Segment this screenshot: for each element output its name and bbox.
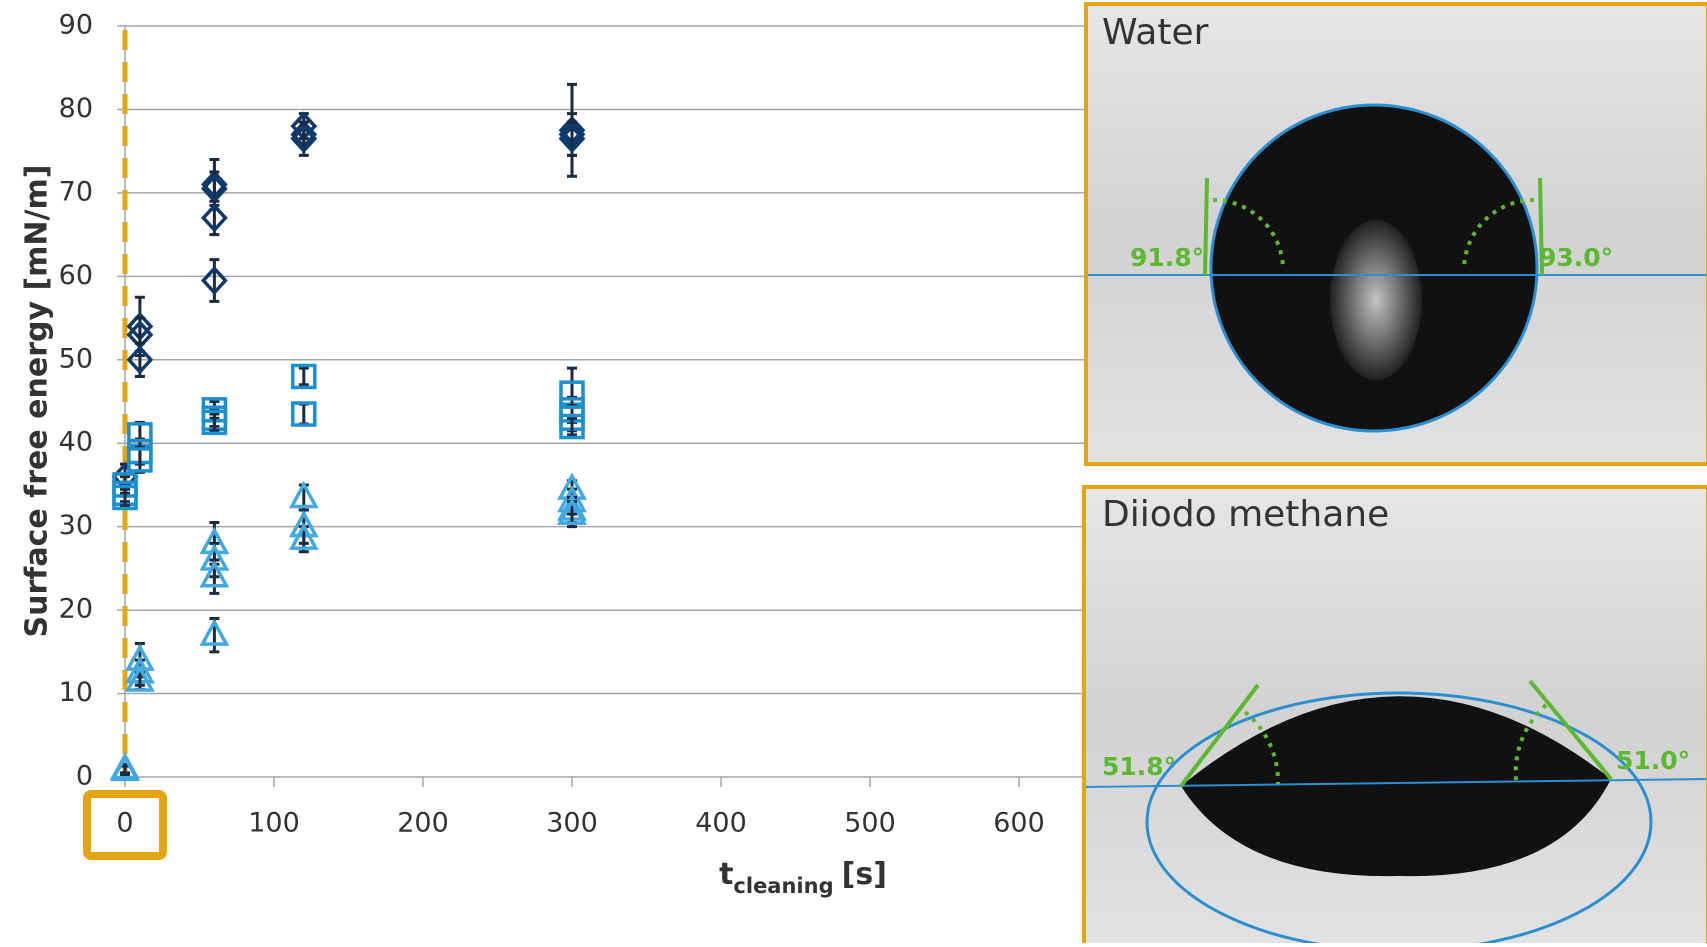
diiodo-inset: Diiodo methane 51.8° 51.0°: [1084, 487, 1707, 943]
error-bar: [299, 368, 309, 385]
x-tick-label: 600: [993, 808, 1045, 839]
angle-label: 91.8°: [1130, 243, 1204, 272]
angle-label: 51.0°: [1616, 746, 1690, 775]
tangent: [1205, 178, 1207, 275]
y-tick-label: 50: [59, 343, 93, 374]
error-bar: [135, 447, 145, 472]
y-tick-label: 70: [59, 176, 93, 207]
error-bar: [299, 404, 309, 424]
x-tick-label: 400: [695, 808, 747, 839]
y-tick-label: 10: [59, 677, 93, 708]
y-tick-label: 80: [59, 93, 93, 124]
x-title-unit: [s]: [842, 857, 887, 892]
angle-label: 51.8°: [1102, 752, 1176, 781]
angle-label: 93.0°: [1539, 243, 1613, 272]
drop-highlight: [1330, 220, 1422, 380]
x-tick-label: 100: [248, 808, 300, 839]
error-bar: [209, 260, 219, 302]
x-tick-label: 500: [844, 808, 896, 839]
y-tick-label: 30: [59, 510, 93, 541]
error-bar: [120, 766, 130, 774]
chart: 0 10 20 30 40 50 60 70 80 90 0 100 200 300 400 500 600 S…: [0, 0, 1707, 943]
inset-title: Diiodo methane: [1102, 494, 1389, 535]
y-tick-label: 20: [59, 594, 93, 625]
y-axis-title: Surface free energy [mN/m]: [20, 165, 55, 638]
x-title-sub: cleaning: [733, 874, 833, 898]
x-tick-label: 200: [397, 808, 449, 839]
y-tick-label: 90: [59, 10, 93, 41]
y-tick-label: 0: [76, 761, 93, 792]
x-axis-title: tcleaning [s]: [719, 857, 887, 898]
x-title-main: t: [719, 857, 733, 892]
y-tick-label: 40: [59, 427, 93, 458]
inset-title: Water: [1102, 12, 1209, 53]
x-tick-label: 0: [116, 808, 133, 839]
plot-area: 0 10 20 30 40 50 60 70 80 90 0 100 200 300 400 500 600: [59, 10, 1168, 857]
water-inset: Water 91.8° 93.0°: [1086, 4, 1707, 464]
y-tick-label: 60: [59, 260, 93, 291]
x-tick-label: 300: [546, 808, 598, 839]
